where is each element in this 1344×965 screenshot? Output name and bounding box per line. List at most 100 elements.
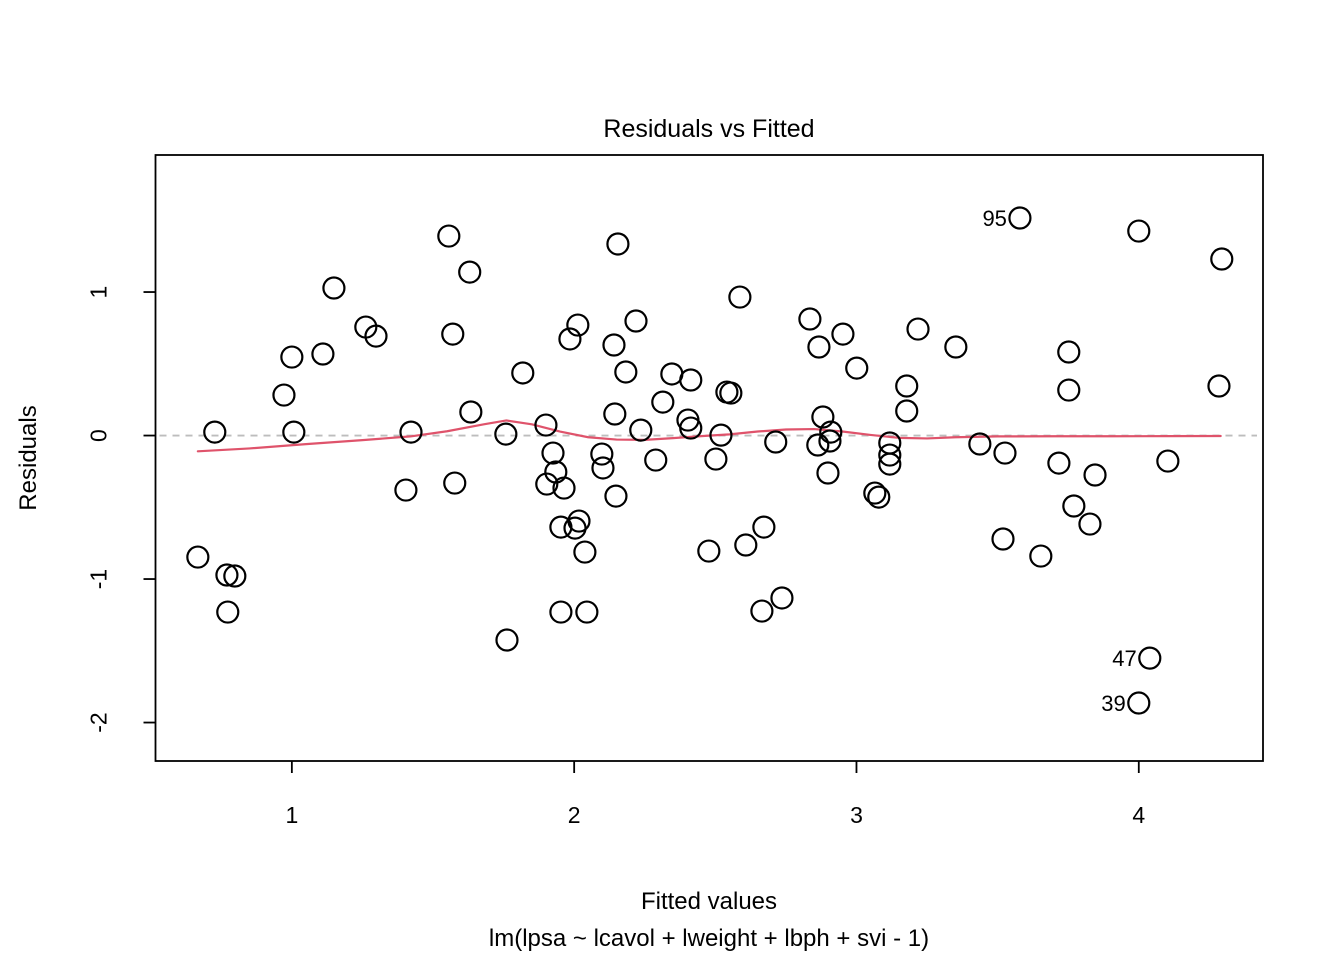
smoother-line-layer <box>196 419 1222 453</box>
data-point <box>811 405 835 429</box>
data-point <box>511 361 535 385</box>
y-tick-label: 0 <box>86 429 112 442</box>
data-point <box>494 422 518 446</box>
data-point <box>186 545 210 569</box>
data-point <box>399 420 423 444</box>
data-point <box>1127 691 1151 715</box>
data-point <box>443 471 467 495</box>
data-point <box>750 599 774 623</box>
data-point <box>1156 449 1180 473</box>
data-point <box>590 442 614 466</box>
data-point <box>818 429 842 453</box>
data-point <box>704 447 728 471</box>
data-point <box>863 481 887 505</box>
data-point <box>311 342 335 366</box>
data-point <box>604 484 628 508</box>
data-point <box>602 333 626 357</box>
data-point <box>541 441 565 465</box>
data-point <box>535 472 559 496</box>
data-point <box>867 485 891 509</box>
data-point <box>816 461 840 485</box>
data-point <box>575 600 599 624</box>
data-point <box>679 368 703 392</box>
data-point <box>697 539 721 563</box>
data-point <box>394 478 418 502</box>
data-point <box>752 515 776 539</box>
data-point <box>991 527 1015 551</box>
data-point <box>798 307 822 331</box>
data-point <box>770 586 794 610</box>
data-point <box>458 260 482 284</box>
data-point <box>651 390 675 414</box>
data-point <box>1127 219 1151 243</box>
model-call-caption: lm(lpsa ~ lcavol + lweight + lbph + svi … <box>489 925 929 952</box>
data-point <box>895 399 919 423</box>
data-point <box>272 383 296 407</box>
data-point <box>534 413 558 437</box>
data-point <box>819 420 843 444</box>
data-point <box>441 322 465 346</box>
x-axis-label: Fitted values <box>641 888 777 915</box>
point-label: 47 <box>1112 646 1136 671</box>
data-point <box>437 224 461 248</box>
data-point <box>719 381 743 405</box>
x-tick-label: 2 <box>568 802 581 828</box>
data-point <box>624 309 648 333</box>
data-point <box>216 600 240 624</box>
plot-box <box>154 154 1264 762</box>
data-point <box>831 322 855 346</box>
data-point <box>1210 247 1234 271</box>
data-point <box>1083 463 1107 487</box>
data-point <box>223 564 247 588</box>
data-point <box>603 402 627 426</box>
x-tick-label: 1 <box>285 802 298 828</box>
data-point <box>364 324 388 348</box>
data-point <box>1057 378 1081 402</box>
data-point <box>807 335 831 359</box>
data-point <box>764 430 788 454</box>
data-point <box>734 533 758 557</box>
data-point <box>280 345 304 369</box>
data-point <box>1062 494 1086 518</box>
data-point <box>1138 646 1162 670</box>
data-point <box>944 335 968 359</box>
data-point <box>709 423 733 447</box>
chart-title: Residuals vs Fitted <box>603 115 814 143</box>
data-point <box>459 400 483 424</box>
data-point <box>558 327 582 351</box>
y-tick-label: -1 <box>86 569 112 589</box>
data-point <box>906 317 930 341</box>
x-tick-label: 3 <box>850 802 863 828</box>
data-point <box>591 456 615 480</box>
data-point <box>993 441 1017 465</box>
data-point <box>322 276 346 300</box>
x-tick-label: 4 <box>1132 802 1145 828</box>
y-tick-label: 1 <box>86 286 112 299</box>
data-point <box>566 313 590 337</box>
data-point <box>495 628 519 652</box>
axis-ticks-layer: 1 2 3 4 -2 -1 0 1 <box>86 286 1146 828</box>
data-point <box>845 356 869 380</box>
data-point <box>878 452 902 476</box>
data-point <box>203 420 227 444</box>
data-point <box>282 420 306 444</box>
data-point <box>1008 206 1032 230</box>
data-point <box>573 540 597 564</box>
points-layer <box>186 206 1234 715</box>
data-point <box>1057 340 1081 364</box>
point-label: 95 <box>982 206 1006 231</box>
data-point <box>1029 544 1053 568</box>
point-label: 39 <box>1101 691 1125 716</box>
data-point <box>1047 451 1071 475</box>
data-point <box>895 374 919 398</box>
data-point <box>614 360 638 384</box>
data-point <box>968 432 992 456</box>
data-point <box>660 362 684 386</box>
data-point <box>878 443 902 467</box>
point-annotations-layer: 95 47 39 <box>982 206 1136 716</box>
data-point <box>644 448 668 472</box>
data-point <box>806 433 830 457</box>
data-point <box>606 232 630 256</box>
